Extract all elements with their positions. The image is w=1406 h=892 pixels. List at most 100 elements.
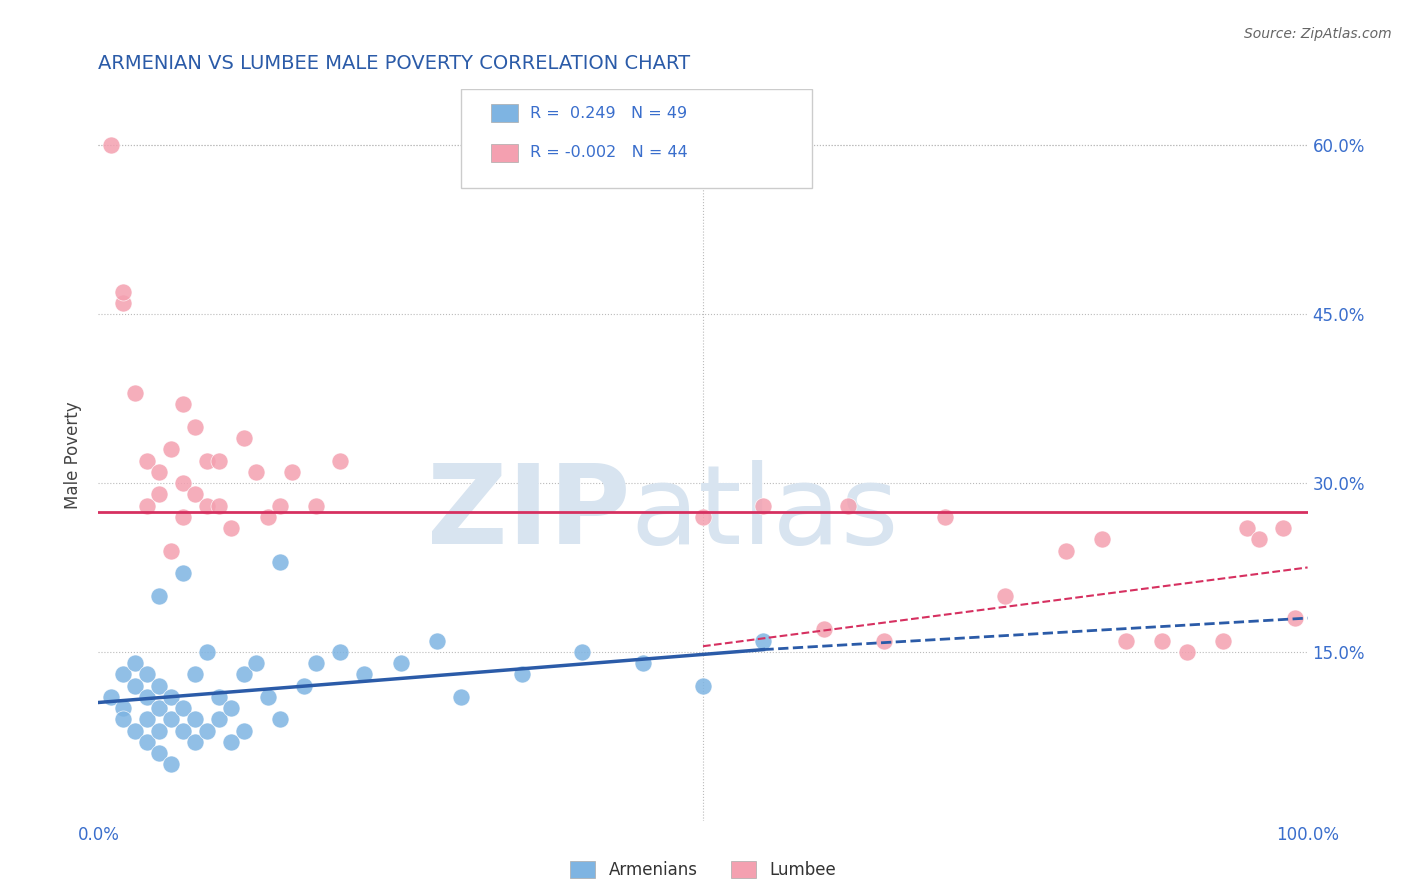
Point — [195, 723, 218, 738]
Text: ZIP: ZIP — [427, 460, 630, 567]
Point — [353, 667, 375, 681]
Legend: Armenians, Lumbee: Armenians, Lumbee — [564, 854, 842, 886]
Point — [450, 690, 472, 704]
Point — [208, 712, 231, 726]
Point — [111, 712, 134, 726]
Point — [245, 656, 267, 670]
Point — [221, 521, 243, 535]
Point — [124, 679, 146, 693]
Point — [813, 623, 835, 637]
Point — [837, 499, 859, 513]
Point — [148, 465, 170, 479]
Point — [148, 701, 170, 715]
Point — [172, 701, 194, 715]
Point — [1175, 645, 1198, 659]
Point — [571, 645, 593, 659]
Text: atlas: atlas — [630, 460, 898, 567]
Y-axis label: Male Poverty: Male Poverty — [65, 401, 83, 508]
Point — [111, 701, 134, 715]
Point — [389, 656, 412, 670]
Point — [135, 690, 157, 704]
Text: Source: ZipAtlas.com: Source: ZipAtlas.com — [1244, 27, 1392, 41]
Point — [752, 499, 775, 513]
Point — [160, 543, 183, 558]
Point — [135, 453, 157, 467]
Point — [873, 633, 896, 648]
Point — [148, 679, 170, 693]
Point — [1115, 633, 1137, 648]
Point — [256, 690, 278, 704]
Point — [1236, 521, 1258, 535]
Point — [269, 712, 291, 726]
Point — [1054, 543, 1077, 558]
Point — [172, 723, 194, 738]
Point — [148, 746, 170, 760]
Point — [1249, 533, 1271, 547]
Point — [269, 499, 291, 513]
Point — [184, 419, 207, 434]
Point — [100, 690, 122, 704]
Point — [208, 499, 231, 513]
Point — [111, 296, 134, 310]
Point — [124, 656, 146, 670]
Point — [135, 499, 157, 513]
Point — [1212, 633, 1234, 648]
Text: R = -0.002   N = 44: R = -0.002 N = 44 — [530, 145, 688, 161]
Point — [172, 566, 194, 580]
Point — [124, 386, 146, 401]
Point — [148, 487, 170, 501]
Point — [124, 723, 146, 738]
Point — [208, 453, 231, 467]
Point — [135, 712, 157, 726]
Point — [221, 735, 243, 749]
Point — [195, 499, 218, 513]
FancyBboxPatch shape — [492, 144, 517, 162]
Point — [184, 487, 207, 501]
Point — [305, 499, 328, 513]
Point — [148, 589, 170, 603]
Point — [160, 690, 183, 704]
Point — [160, 712, 183, 726]
Point — [172, 509, 194, 524]
Point — [111, 285, 134, 299]
Point — [172, 397, 194, 411]
Point — [1272, 521, 1295, 535]
Point — [111, 667, 134, 681]
Point — [631, 656, 654, 670]
Point — [135, 667, 157, 681]
Point — [692, 679, 714, 693]
Point — [1284, 611, 1306, 625]
Point — [329, 453, 352, 467]
Point — [221, 701, 243, 715]
Point — [426, 633, 449, 648]
Point — [232, 431, 254, 445]
FancyBboxPatch shape — [492, 103, 517, 122]
Point — [692, 509, 714, 524]
Point — [256, 509, 278, 524]
Point — [281, 465, 304, 479]
Point — [305, 656, 328, 670]
Point — [245, 465, 267, 479]
Text: ARMENIAN VS LUMBEE MALE POVERTY CORRELATION CHART: ARMENIAN VS LUMBEE MALE POVERTY CORRELAT… — [98, 54, 690, 72]
Point — [184, 667, 207, 681]
Point — [135, 735, 157, 749]
Point — [148, 723, 170, 738]
Point — [208, 690, 231, 704]
Point — [195, 453, 218, 467]
Point — [510, 667, 533, 681]
Point — [232, 667, 254, 681]
Point — [752, 633, 775, 648]
Point — [1152, 633, 1174, 648]
Point — [184, 712, 207, 726]
Point — [329, 645, 352, 659]
Point — [100, 138, 122, 153]
Point — [160, 442, 183, 457]
Point — [184, 735, 207, 749]
Point — [232, 723, 254, 738]
Point — [934, 509, 956, 524]
Point — [292, 679, 315, 693]
Point — [160, 757, 183, 772]
Text: R =  0.249   N = 49: R = 0.249 N = 49 — [530, 106, 688, 120]
FancyBboxPatch shape — [461, 89, 811, 188]
Point — [172, 476, 194, 491]
